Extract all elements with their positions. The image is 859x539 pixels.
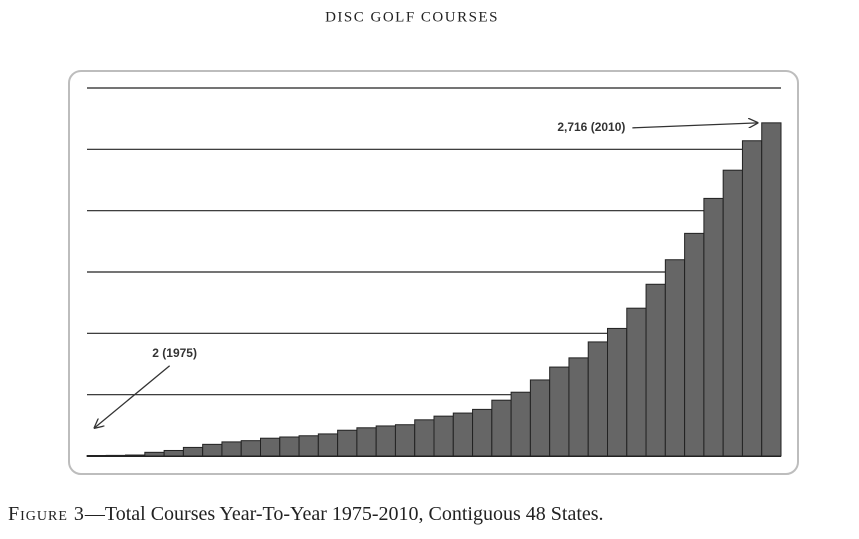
bar <box>260 437 281 457</box>
bar <box>317 433 339 457</box>
bar <box>549 366 570 457</box>
bar <box>279 436 300 457</box>
bar <box>568 357 589 457</box>
data-label: 2 (1975) <box>152 346 197 360</box>
plot: 2 (1975) 2,716 (2010) <box>86 87 782 457</box>
bar <box>529 379 551 457</box>
bar <box>298 435 319 457</box>
bar <box>337 429 358 457</box>
bar <box>607 327 628 457</box>
bar <box>452 412 474 457</box>
bar <box>182 446 204 457</box>
bar <box>202 443 223 457</box>
bar <box>356 427 377 457</box>
bar <box>125 454 146 457</box>
annotation-arrow <box>632 123 757 129</box>
caption-label: Figure 3 <box>8 503 85 525</box>
bar <box>741 140 763 457</box>
bar <box>664 259 686 457</box>
bar <box>414 419 435 457</box>
bar <box>684 232 705 457</box>
running-header: DISC GOLF COURSES <box>325 9 499 25</box>
bar <box>722 169 743 457</box>
caption-text: —Total Courses Year-To-Year 1975-2010, C… <box>84 503 604 525</box>
bar <box>394 424 416 457</box>
bar <box>105 454 127 457</box>
bar <box>144 451 165 457</box>
bar <box>86 455 107 457</box>
bar <box>510 391 531 457</box>
bar <box>375 425 396 457</box>
bar <box>240 440 262 457</box>
bar <box>626 307 647 457</box>
bar <box>433 415 454 457</box>
bar <box>761 122 782 457</box>
bar <box>472 408 493 457</box>
bar <box>221 441 242 457</box>
caption: Figure 3—Total Courses Year-To-Year 1975… <box>8 503 604 525</box>
bar <box>645 283 666 457</box>
bar <box>491 399 512 457</box>
data-label: 2,716 (2010) <box>557 120 625 134</box>
bar <box>703 197 724 457</box>
annotation-arrow <box>95 365 171 428</box>
bar <box>587 341 609 457</box>
bar <box>163 449 184 457</box>
